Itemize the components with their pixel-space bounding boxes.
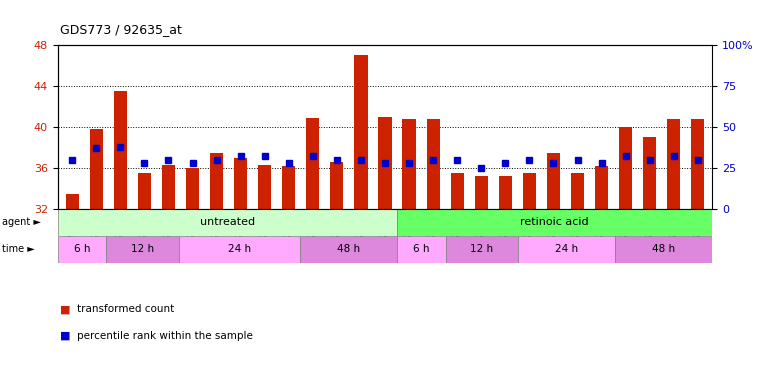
- Bar: [667, 119, 681, 209]
- Bar: [282, 166, 296, 209]
- Bar: [619, 127, 632, 209]
- Bar: [258, 165, 271, 209]
- Text: 48 h: 48 h: [337, 244, 360, 254]
- Bar: [474, 176, 488, 209]
- Bar: [615, 236, 712, 262]
- Bar: [354, 55, 367, 209]
- Bar: [643, 137, 656, 209]
- Bar: [595, 166, 608, 209]
- Bar: [114, 91, 127, 209]
- Text: 6 h: 6 h: [74, 244, 90, 254]
- Bar: [162, 165, 175, 209]
- Bar: [300, 236, 397, 262]
- Bar: [403, 119, 416, 209]
- Bar: [234, 158, 247, 209]
- Bar: [518, 236, 615, 262]
- Text: ■: ■: [60, 331, 71, 340]
- Text: percentile rank within the sample: percentile rank within the sample: [77, 331, 253, 340]
- Bar: [106, 236, 179, 262]
- Bar: [58, 236, 106, 262]
- Bar: [210, 153, 223, 209]
- Text: 48 h: 48 h: [652, 244, 675, 254]
- Bar: [499, 176, 512, 209]
- Bar: [691, 119, 705, 209]
- Text: GDS773 / 92635_at: GDS773 / 92635_at: [60, 22, 182, 36]
- Bar: [138, 173, 151, 209]
- Text: 12 h: 12 h: [470, 244, 494, 254]
- Text: 24 h: 24 h: [228, 244, 251, 254]
- Text: agent ►: agent ►: [2, 217, 40, 227]
- Text: 24 h: 24 h: [555, 244, 578, 254]
- Bar: [306, 118, 320, 209]
- Bar: [446, 236, 518, 262]
- Text: retinoic acid: retinoic acid: [521, 217, 589, 227]
- Bar: [65, 194, 79, 209]
- Bar: [397, 209, 712, 236]
- Bar: [58, 209, 397, 236]
- Bar: [523, 173, 536, 209]
- Text: transformed count: transformed count: [77, 304, 174, 314]
- Bar: [378, 117, 392, 209]
- Bar: [330, 162, 343, 209]
- Text: time ►: time ►: [2, 244, 35, 254]
- Bar: [397, 236, 446, 262]
- Bar: [179, 236, 300, 262]
- Text: 12 h: 12 h: [131, 244, 154, 254]
- Bar: [450, 173, 464, 209]
- Bar: [89, 129, 103, 209]
- Bar: [547, 153, 560, 209]
- Bar: [571, 173, 584, 209]
- Bar: [427, 119, 440, 209]
- Text: untreated: untreated: [200, 217, 255, 227]
- Bar: [186, 168, 199, 209]
- Text: 6 h: 6 h: [413, 244, 430, 254]
- Text: ■: ■: [60, 304, 71, 314]
